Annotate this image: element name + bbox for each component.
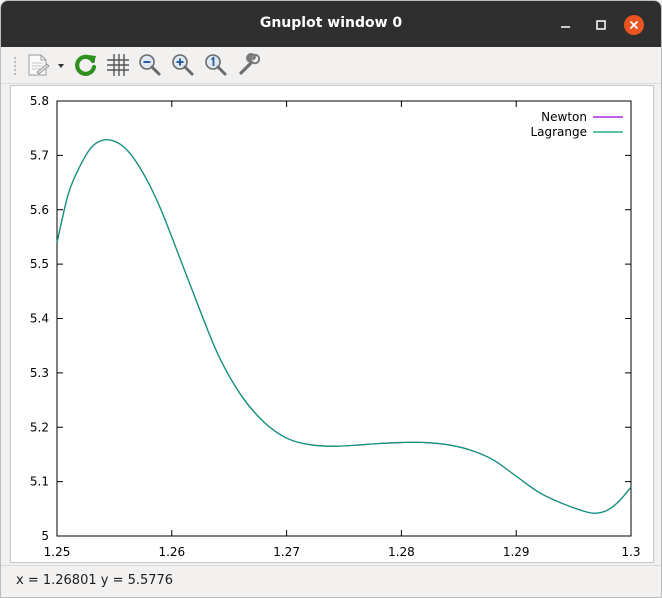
title-bar[interactable]: Gnuplot window 0 bbox=[1, 1, 661, 47]
zoom-fit-icon bbox=[205, 54, 227, 76]
minimize-button[interactable] bbox=[556, 15, 576, 35]
x-tick-label: 1.3 bbox=[621, 545, 640, 559]
cursor-coordinates: x = 1.26801 y = 5.5776 bbox=[16, 573, 174, 588]
refresh-icon bbox=[75, 54, 97, 76]
series-line-newton bbox=[56, 139, 632, 514]
grid-button[interactable] bbox=[105, 52, 131, 78]
toolbar-grip-icon[interactable] bbox=[13, 56, 17, 76]
grid-icon bbox=[107, 54, 129, 76]
legend-label-newton: Newton bbox=[541, 110, 587, 124]
zoom-in-icon bbox=[172, 54, 194, 76]
toolbar bbox=[1, 47, 661, 84]
plot-border bbox=[56, 100, 632, 537]
status-bar: x = 1.26801 y = 5.5776 bbox=[1, 565, 661, 597]
plot-series bbox=[56, 139, 632, 514]
zoom-out-icon bbox=[139, 54, 161, 76]
zoom-previous-button[interactable] bbox=[137, 52, 163, 78]
settings-button[interactable] bbox=[236, 52, 262, 78]
y-tick-label: 5.2 bbox=[30, 420, 49, 434]
y-tick-label: 5.7 bbox=[30, 148, 49, 162]
y-tick-label: 5.8 bbox=[30, 94, 49, 108]
close-button[interactable] bbox=[624, 15, 644, 35]
legend-label-lagrange: Lagrange bbox=[530, 125, 587, 139]
plot-axes: 1.25 1.26 1.27 1.28 1.29 1.3 5 5.1 5.2 5.3 5.4 5.5 5… bbox=[30, 94, 641, 559]
copy-export-button[interactable] bbox=[25, 52, 67, 78]
document-icon bbox=[28, 54, 64, 76]
x-tick-label: 1.26 bbox=[158, 545, 185, 559]
window-title: Gnuplot window 0 bbox=[259, 15, 403, 31]
y-tick-label: 5.3 bbox=[30, 366, 49, 380]
y-tick-label: 5 bbox=[41, 529, 49, 543]
plot-area[interactable]: 1.25 1.26 1.27 1.28 1.29 1.3 5 5.1 5.2 5.3 5.4 5.5 5… bbox=[10, 85, 654, 563]
y-tick-label: 5.6 bbox=[30, 203, 49, 217]
x-tick-label: 1.27 bbox=[273, 545, 300, 559]
series-line-lagrange bbox=[56, 139, 632, 514]
y-tick-label: 5.5 bbox=[30, 257, 49, 271]
x-tick-label: 1.28 bbox=[388, 545, 415, 559]
replot-button[interactable] bbox=[73, 52, 99, 78]
y-tick-label: 5.4 bbox=[30, 312, 49, 326]
wrench-icon bbox=[239, 53, 261, 75]
x-tick-label: 1.29 bbox=[503, 545, 530, 559]
y-tick-label: 5.1 bbox=[30, 475, 49, 489]
close-icon bbox=[629, 20, 639, 30]
plot-canvas[interactable]: 1.25 1.26 1.27 1.28 1.29 1.3 5 5.1 5.2 5.3 5.4 5.5 5… bbox=[11, 86, 653, 562]
maximize-button[interactable] bbox=[591, 15, 611, 35]
x-tick-label: 1.25 bbox=[44, 545, 71, 559]
zoom-next-button[interactable] bbox=[170, 52, 196, 78]
autoscale-button[interactable] bbox=[203, 52, 229, 78]
